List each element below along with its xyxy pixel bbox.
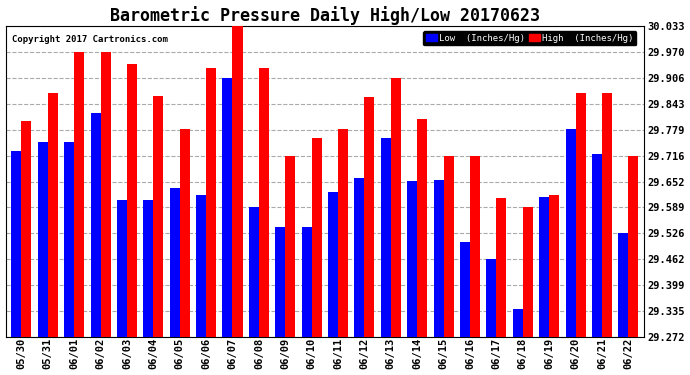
Bar: [355, 178, 364, 337]
Bar: [275, 227, 285, 337]
Bar: [549, 195, 559, 337]
Bar: [460, 242, 470, 337]
Bar: [179, 129, 190, 337]
Text: Copyright 2017 Cartronics.com: Copyright 2017 Cartronics.com: [12, 35, 168, 44]
Bar: [117, 200, 127, 337]
Bar: [391, 78, 401, 337]
Bar: [127, 64, 137, 337]
Bar: [496, 198, 506, 337]
Bar: [602, 93, 612, 337]
Bar: [170, 188, 179, 337]
Bar: [417, 119, 427, 337]
Bar: [566, 129, 575, 337]
Bar: [48, 93, 58, 337]
Bar: [285, 156, 295, 337]
Bar: [592, 154, 602, 337]
Bar: [153, 96, 164, 337]
Bar: [539, 197, 549, 337]
Bar: [64, 142, 74, 337]
Bar: [196, 195, 206, 337]
Title: Barometric Pressure Daily High/Low 20170623: Barometric Pressure Daily High/Low 20170…: [110, 6, 540, 24]
Bar: [407, 181, 417, 337]
Bar: [11, 152, 21, 337]
Bar: [144, 200, 153, 337]
Bar: [302, 227, 312, 337]
Legend: Low  (Inches/Hg), High  (Inches/Hg): Low (Inches/Hg), High (Inches/Hg): [423, 31, 636, 45]
Bar: [38, 142, 48, 337]
Bar: [444, 156, 453, 337]
Bar: [381, 138, 391, 337]
Bar: [364, 97, 375, 337]
Bar: [575, 93, 586, 337]
Bar: [523, 207, 533, 337]
Bar: [618, 233, 629, 337]
Bar: [222, 78, 233, 337]
Bar: [101, 52, 110, 337]
Bar: [338, 129, 348, 337]
Bar: [312, 138, 322, 337]
Bar: [21, 121, 32, 337]
Bar: [433, 180, 444, 337]
Bar: [206, 68, 216, 337]
Bar: [486, 259, 496, 337]
Bar: [629, 156, 638, 337]
Bar: [74, 52, 84, 337]
Bar: [328, 192, 338, 337]
Bar: [470, 156, 480, 337]
Bar: [513, 309, 523, 337]
Bar: [90, 113, 101, 337]
Bar: [259, 68, 269, 337]
Bar: [249, 207, 259, 337]
Bar: [233, 26, 242, 337]
